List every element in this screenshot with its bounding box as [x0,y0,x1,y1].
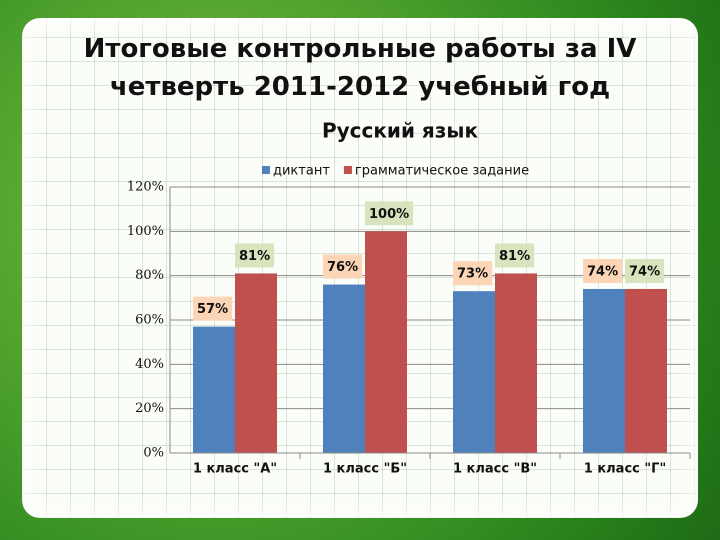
value-label: 81% [499,249,530,264]
bar [235,273,277,453]
legend-swatch [343,166,352,174]
legend-label: грамматическое задание [355,164,529,179]
chart-title: Русский язык [322,119,479,143]
y-tick-label: 20% [135,401,164,416]
y-tick-label: 80% [135,268,164,283]
value-label-box [365,201,414,226]
bar [365,231,407,453]
value-label: 74% [587,264,618,279]
value-label-box [453,261,493,286]
bar [583,288,625,453]
value-label: 81% [239,249,270,264]
y-tick-label: 100% [127,224,164,239]
legend-swatch [262,166,270,174]
bar [495,273,537,453]
x-tick-label: 1 класс "Б" [323,462,407,477]
value-label-box [193,296,233,321]
bar [323,284,365,453]
y-tick-label: 0% [143,446,164,461]
value-label: 74% [629,264,660,279]
bar [193,326,235,453]
value-label-box [495,243,535,268]
bar [625,288,667,453]
value-label: 73% [457,267,488,282]
y-tick-label: 60% [135,313,164,328]
value-label: 76% [327,260,358,275]
value-label: 100% [369,207,409,222]
value-label-box [235,243,275,268]
value-label: 57% [197,302,228,317]
y-tick-label: 40% [135,357,164,372]
x-tick-label: 1 класс "В" [453,462,537,477]
legend-label: диктант [273,164,330,179]
x-tick-label: 1 класс "А" [193,462,277,477]
value-label-box [583,258,623,283]
y-tick-label: 120% [127,180,164,195]
slide-title: Итоговые контрольные работы за IV четвер… [83,34,637,102]
bar [453,291,495,453]
value-label-box [323,254,363,279]
x-tick-label: 1 класс "Г" [584,462,666,477]
value-label-box [625,258,665,283]
